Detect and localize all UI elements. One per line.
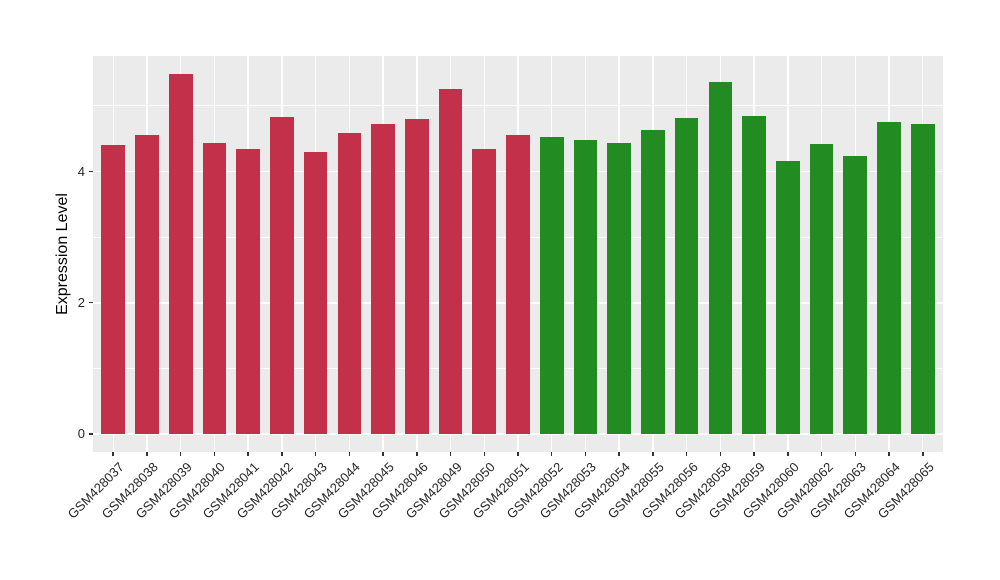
minor-gridline — [93, 105, 943, 107]
bar — [101, 145, 126, 434]
bar — [270, 117, 294, 434]
y-tick-label: 2 — [77, 295, 85, 311]
x-tick-mark — [382, 452, 384, 456]
x-tick-mark — [550, 452, 553, 456]
x-tick-mark — [753, 452, 755, 456]
x-tick-mark — [820, 452, 823, 456]
bar — [405, 118, 429, 434]
bar — [843, 155, 868, 434]
x-tick-mark — [281, 452, 283, 456]
y-tick-mark — [89, 433, 93, 435]
bar — [910, 123, 935, 434]
x-tick-mark — [146, 452, 148, 456]
bar — [539, 137, 564, 434]
bar — [303, 152, 328, 434]
x-tick-mark — [179, 452, 182, 456]
bar — [776, 160, 800, 434]
x-tick-mark — [416, 452, 418, 456]
x-tick-mark — [213, 452, 216, 456]
y-tick-mark — [89, 170, 93, 173]
x-tick-mark — [483, 452, 486, 456]
bar — [472, 149, 497, 434]
bar — [135, 134, 159, 434]
bar — [877, 121, 901, 434]
bar — [573, 139, 598, 434]
y-tick-mark — [89, 301, 93, 304]
bar — [607, 143, 631, 434]
x-tick-mark — [922, 452, 924, 456]
x-tick-mark — [787, 452, 789, 456]
x-tick-mark — [618, 452, 620, 456]
bar — [809, 143, 834, 434]
x-tick-mark — [112, 452, 114, 456]
bar — [708, 82, 733, 434]
bar — [236, 149, 260, 434]
major-gridline — [93, 433, 943, 435]
bar — [641, 130, 665, 434]
x-tick-mark — [584, 452, 587, 456]
bar — [202, 142, 227, 434]
x-tick-mark — [652, 452, 654, 456]
bar — [674, 117, 699, 434]
bar — [742, 115, 766, 434]
bar — [438, 89, 463, 434]
bar — [168, 74, 193, 434]
bar — [371, 123, 395, 434]
x-tick-mark — [449, 452, 452, 456]
x-tick-mark — [314, 452, 317, 456]
y-tick-label: 4 — [77, 163, 85, 179]
x-tick-mark — [517, 452, 519, 456]
bar — [337, 133, 362, 434]
x-tick-mark — [854, 452, 857, 456]
x-tick-mark — [685, 452, 688, 456]
x-tick-mark — [888, 452, 890, 456]
y-tick-label: 0 — [77, 426, 85, 442]
bar — [506, 134, 530, 434]
x-tick-mark — [719, 452, 722, 456]
x-tick-mark — [348, 452, 351, 456]
x-tick-mark — [247, 452, 249, 456]
